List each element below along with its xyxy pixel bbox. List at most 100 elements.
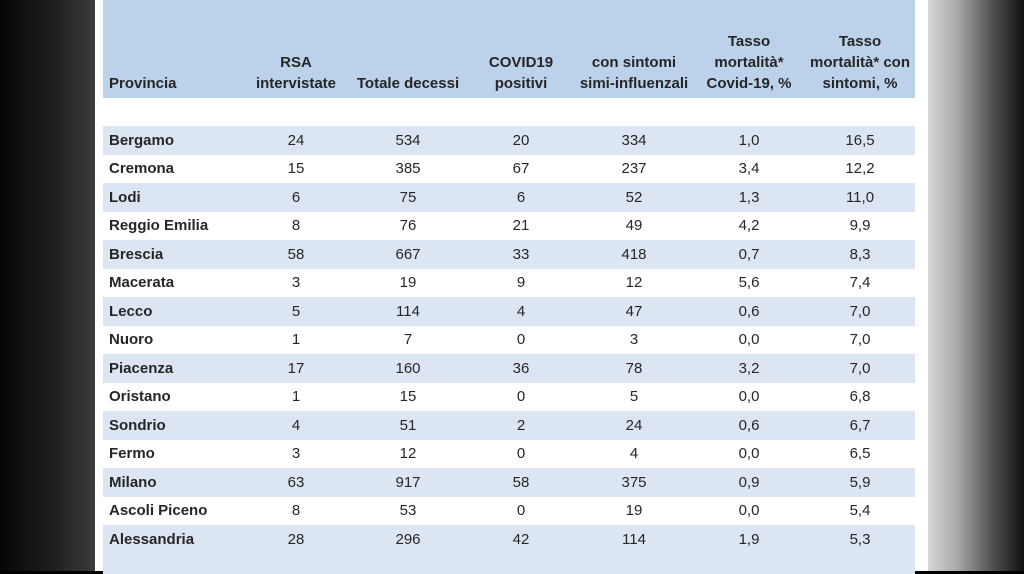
cell-provincia: Bergamo: [103, 126, 243, 155]
cell-provincia: Brescia: [103, 240, 243, 269]
table-row: Bergamo 24 534 20 334 1,0 16,5: [103, 126, 915, 155]
table-row: Oristano 1 15 0 5 0,0 6,8: [103, 382, 915, 411]
table-row: Lodi 6 75 6 52 1,3 11,0: [103, 183, 915, 212]
cell-sintomi-simil-influenzali: 375: [575, 468, 693, 497]
table-header-row: Provincia RSA intervistate Totale decess…: [103, 0, 915, 98]
cell-provincia: Sondrio: [103, 411, 243, 440]
footer-band: [103, 553, 915, 574]
mortality-table: Provincia RSA intervistate Totale decess…: [103, 0, 915, 574]
cell-covid19-positivi: 58: [467, 468, 575, 497]
cell-tasso-mortalita-sintomi: 9,9: [805, 211, 915, 240]
mortality-table-container: Provincia RSA intervistate Totale decess…: [103, 0, 915, 574]
cell-sintomi-simil-influenzali: 47: [575, 297, 693, 326]
cell-rsa-intervistate: 4: [243, 411, 349, 440]
cell-totale-decessi: 114: [349, 297, 467, 326]
cell-rsa-intervistate: 24: [243, 126, 349, 155]
cell-provincia: Cremona: [103, 154, 243, 183]
table-row: Brescia 58 667 33 418 0,7 8,3: [103, 240, 915, 269]
table-row: Sondrio 4 51 2 24 0,6 6,7: [103, 411, 915, 440]
cell-tasso-mortalita-covid: 0,0: [693, 439, 805, 468]
cell-covid19-positivi: 20: [467, 126, 575, 155]
cell-tasso-mortalita-sintomi: 7,0: [805, 297, 915, 326]
cell-provincia: Lodi: [103, 183, 243, 212]
cell-tasso-mortalita-covid: 0,7: [693, 240, 805, 269]
cell-totale-decessi: 160: [349, 354, 467, 383]
cell-rsa-intervistate: 63: [243, 468, 349, 497]
cell-sintomi-simil-influenzali: 114: [575, 525, 693, 554]
cell-rsa-intervistate: 8: [243, 496, 349, 525]
cell-covid19-positivi: 42: [467, 525, 575, 554]
cell-sintomi-simil-influenzali: 334: [575, 126, 693, 155]
right-bezel: [928, 0, 1024, 571]
cell-tasso-mortalita-covid: 4,2: [693, 211, 805, 240]
cell-tasso-mortalita-covid: 0,0: [693, 496, 805, 525]
cell-tasso-mortalita-sintomi: 6,7: [805, 411, 915, 440]
cell-provincia: Macerata: [103, 268, 243, 297]
header-covid19-positivi: COVID19 positivi: [467, 0, 575, 98]
cell-sintomi-simil-influenzali: 19: [575, 496, 693, 525]
cell-tasso-mortalita-covid: 1,3: [693, 183, 805, 212]
cell-tasso-mortalita-sintomi: 16,5: [805, 126, 915, 155]
cell-tasso-mortalita-sintomi: 11,0: [805, 183, 915, 212]
cell-covid19-positivi: 2: [467, 411, 575, 440]
cell-provincia: Milano: [103, 468, 243, 497]
table-row: Lecco 5 114 4 47 0,6 7,0: [103, 297, 915, 326]
cell-covid19-positivi: 0: [467, 496, 575, 525]
cell-tasso-mortalita-covid: 0,0: [693, 325, 805, 354]
table-row: Nuoro 1 7 0 3 0,0 7,0: [103, 325, 915, 354]
cell-totale-decessi: 12: [349, 439, 467, 468]
cell-tasso-mortalita-sintomi: 5,3: [805, 525, 915, 554]
cell-rsa-intervistate: 1: [243, 325, 349, 354]
header-sintomi-simil-influenzali: con sintomi simi-influenzali: [575, 0, 693, 98]
cell-sintomi-simil-influenzali: 3: [575, 325, 693, 354]
cell-tasso-mortalita-sintomi: 7,0: [805, 325, 915, 354]
cell-covid19-positivi: 67: [467, 154, 575, 183]
cell-sintomi-simil-influenzali: 237: [575, 154, 693, 183]
cell-covid19-positivi: 0: [467, 439, 575, 468]
cell-tasso-mortalita-covid: 0,0: [693, 382, 805, 411]
cell-tasso-mortalita-covid: 1,0: [693, 126, 805, 155]
cell-totale-decessi: 15: [349, 382, 467, 411]
cell-covid19-positivi: 6: [467, 183, 575, 212]
table-row: Fermo 3 12 0 4 0,0 6,5: [103, 439, 915, 468]
cell-sintomi-simil-influenzali: 4: [575, 439, 693, 468]
cell-rsa-intervistate: 15: [243, 154, 349, 183]
cell-sintomi-simil-influenzali: 418: [575, 240, 693, 269]
cell-rsa-intervistate: 17: [243, 354, 349, 383]
cell-covid19-positivi: 36: [467, 354, 575, 383]
table-row: Reggio Emilia 8 76 21 49 4,2 9,9: [103, 211, 915, 240]
cell-provincia: Nuoro: [103, 325, 243, 354]
cell-sintomi-simil-influenzali: 78: [575, 354, 693, 383]
cell-covid19-positivi: 33: [467, 240, 575, 269]
cell-totale-decessi: 51: [349, 411, 467, 440]
table-body: Bergamo 24 534 20 334 1,0 16,5 Cremona 15 385 67 23…: [103, 98, 915, 574]
cell-totale-decessi: 534: [349, 126, 467, 155]
header-tasso-mortalita-covid: Tasso mortalità* Covid-19, %: [693, 0, 805, 98]
cell-rsa-intervistate: 3: [243, 268, 349, 297]
header-rsa-intervistate: RSA intervistate: [243, 0, 349, 98]
cell-provincia: Oristano: [103, 382, 243, 411]
cell-totale-decessi: 385: [349, 154, 467, 183]
cell-totale-decessi: 917: [349, 468, 467, 497]
cell-tasso-mortalita-covid: 0,6: [693, 411, 805, 440]
cell-totale-decessi: 296: [349, 525, 467, 554]
cell-provincia: Lecco: [103, 297, 243, 326]
cell-totale-decessi: 76: [349, 211, 467, 240]
cell-tasso-mortalita-covid: 3,4: [693, 154, 805, 183]
cell-provincia: Reggio Emilia: [103, 211, 243, 240]
cell-covid19-positivi: 0: [467, 382, 575, 411]
slide: Provincia RSA intervistate Totale decess…: [95, 0, 928, 574]
cell-tasso-mortalita-sintomi: 7,0: [805, 354, 915, 383]
cell-sintomi-simil-influenzali: 49: [575, 211, 693, 240]
cell-rsa-intervistate: 5: [243, 297, 349, 326]
cell-totale-decessi: 75: [349, 183, 467, 212]
table-row: Cremona 15 385 67 237 3,4 12,2: [103, 154, 915, 183]
header-spacer: [103, 98, 915, 126]
cell-totale-decessi: 53: [349, 496, 467, 525]
cell-tasso-mortalita-sintomi: 8,3: [805, 240, 915, 269]
cell-tasso-mortalita-covid: 5,6: [693, 268, 805, 297]
header-provincia: Provincia: [103, 0, 243, 98]
table-row: Macerata 3 19 9 12 5,6 7,4: [103, 268, 915, 297]
table-row: Alessandria 28 296 42 114 1,9 5,3: [103, 525, 915, 554]
